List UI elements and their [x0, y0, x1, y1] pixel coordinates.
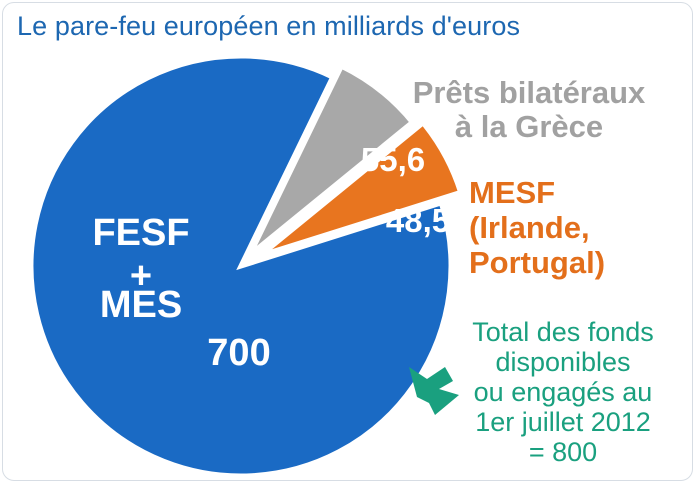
total-annotation-line-5: = 800: [528, 437, 598, 467]
slice-label-fesf-line-3: MES: [100, 284, 182, 326]
slice-label-fesf-line-2: +: [130, 255, 152, 297]
slice-value-prets: 55,6: [361, 141, 425, 178]
chart-title: Le pare-feu européen en milliards d'euro…: [17, 11, 521, 41]
annotation-arrow-icon: [409, 367, 459, 415]
slice-value-fesf: 700: [207, 332, 270, 374]
pie-slice-fesf-mes: [28, 53, 454, 479]
slice-label-prets-line-2: à la Grèce: [455, 109, 603, 144]
slice-label-mesf-line-3: Portugal): [469, 245, 605, 280]
pie-slice-prets-bilateraux: [247, 62, 416, 257]
total-annotation: Total des fonds disponibles ou engagés a…: [433, 317, 692, 467]
slice-label-prets-line-1: Prêts bilatéraux: [413, 75, 646, 110]
total-annotation-line-1: Total des fonds: [472, 317, 654, 347]
slice-value-mesf: 48,5: [386, 202, 450, 239]
total-annotation-line-2: disponibles: [495, 347, 631, 377]
pie-chart: FESF + MES 700 55,6 48,5 Prêts bilatérau…: [28, 53, 646, 479]
slice-label-mesf-line-1: MESF: [469, 175, 555, 210]
total-annotation-line-3: ou engagés au: [473, 377, 653, 407]
slice-label-mesf-line-2: (Irlande,: [469, 210, 590, 245]
pie-slice-mesf: [258, 119, 464, 258]
total-annotation-line-4: 1er juillet 2012: [475, 407, 651, 437]
slice-label-fesf-line-1: FESF: [92, 212, 189, 254]
